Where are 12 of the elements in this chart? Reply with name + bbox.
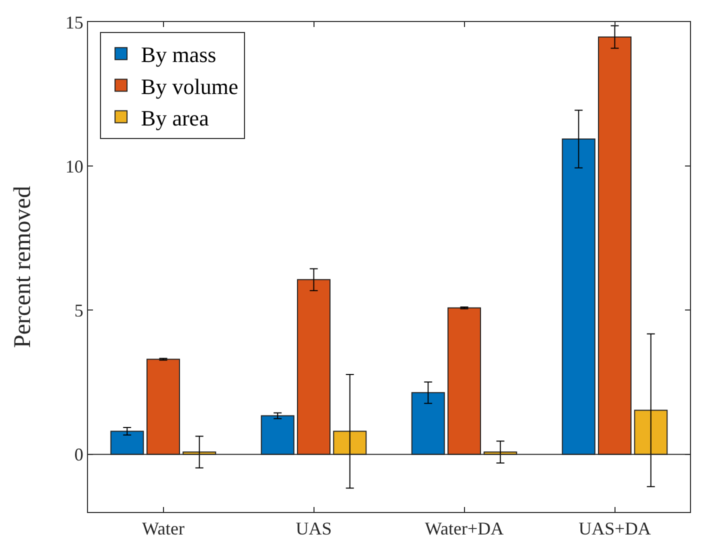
x-tick-label: Water+DA (424, 518, 504, 539)
legend-label: By volume (141, 74, 238, 99)
x-tick-label: UAS (296, 518, 332, 539)
x-tick-label: Water (142, 518, 185, 539)
y-tick-label: 10 (65, 156, 84, 176)
legend-label: By area (141, 105, 210, 130)
y-tick-label: 5 (74, 300, 84, 321)
x-tick-label: UAS+DA (578, 518, 651, 539)
y-axis-title: Percent removed (10, 186, 36, 348)
y-tick-label: 0 (74, 444, 84, 465)
y-tick-label: 15 (65, 12, 84, 32)
legend-label: By mass (141, 42, 216, 68)
